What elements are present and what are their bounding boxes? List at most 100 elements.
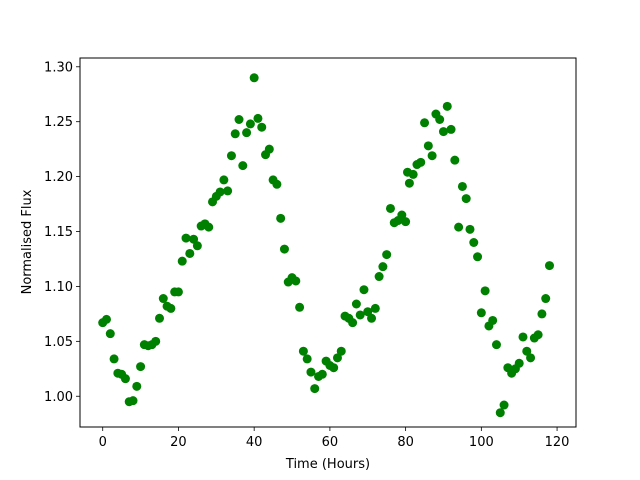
data-point [204, 222, 214, 232]
y-tick-label: 1.30 [44, 60, 73, 75]
data-point [242, 128, 252, 138]
data-point [128, 396, 138, 406]
y-tick-label: 1.15 [44, 225, 73, 240]
data-point [541, 294, 551, 304]
data-point [427, 151, 437, 161]
data-point [491, 340, 501, 350]
data-point [155, 313, 165, 323]
x-axis-label: Time (Hours) [285, 457, 370, 472]
data-point [136, 362, 146, 372]
data-point [397, 210, 407, 220]
data-point [332, 353, 342, 363]
data-point [457, 181, 467, 191]
data-point [234, 115, 244, 124]
data-point [215, 187, 225, 197]
data-point [102, 314, 112, 324]
data-point [302, 354, 312, 364]
data-point [476, 308, 486, 318]
data-point [173, 287, 183, 297]
data-point [378, 262, 388, 272]
y-tick-label: 1.05 [44, 335, 73, 350]
data-point [461, 194, 471, 204]
data-point [442, 101, 452, 111]
x-tick-label: 40 [246, 435, 263, 450]
data-point [359, 285, 369, 295]
y-tick-label: 1.25 [44, 115, 73, 130]
data-point [374, 272, 384, 282]
data-point [469, 238, 479, 247]
data-point [537, 309, 547, 319]
data-point [181, 233, 191, 243]
data-point [480, 286, 490, 296]
data-point [230, 129, 240, 139]
data-point [438, 127, 448, 137]
data-point [158, 294, 168, 304]
data-point [446, 124, 456, 134]
data-point [276, 213, 286, 223]
data-point [272, 179, 282, 189]
data-points [98, 73, 554, 418]
x-tick-label: 100 [469, 435, 494, 450]
data-point [306, 367, 316, 377]
x-axis-ticks: 0 20 40 60 80 100 120 [99, 427, 570, 450]
y-tick-label: 1.10 [44, 280, 73, 295]
data-point [518, 332, 528, 342]
x-tick-label: 0 [99, 435, 107, 450]
data-point [264, 144, 274, 154]
data-point [310, 384, 320, 394]
data-point [367, 313, 377, 323]
data-point [522, 346, 532, 356]
data-point [382, 250, 392, 260]
data-point [249, 73, 259, 83]
data-point [317, 369, 327, 379]
x-tick-label: 80 [397, 435, 414, 450]
plot-area [79, 57, 577, 428]
x-tick-label: 20 [170, 435, 187, 450]
x-tick-label: 60 [322, 435, 339, 450]
data-point [245, 119, 255, 129]
data-point [514, 358, 524, 368]
data-point [450, 155, 460, 165]
data-point [166, 303, 176, 313]
data-point [132, 381, 142, 391]
data-point [291, 276, 301, 286]
data-point [465, 224, 475, 234]
data-point [298, 346, 308, 356]
data-point [370, 303, 380, 313]
data-point [526, 353, 536, 363]
data-point [499, 400, 509, 410]
data-point [105, 329, 115, 339]
x-tick-label: 120 [545, 435, 570, 450]
y-tick-label: 1.00 [44, 390, 73, 405]
data-point [185, 248, 195, 258]
data-point [253, 113, 263, 123]
data-point [329, 363, 339, 373]
data-point [336, 346, 346, 356]
data-point [223, 186, 233, 196]
data-point [189, 234, 199, 244]
data-point [226, 151, 236, 161]
data-point [473, 252, 483, 262]
data-point [420, 118, 430, 128]
data-point [404, 178, 414, 188]
data-point [109, 354, 119, 364]
data-point [533, 330, 543, 340]
data-point [488, 315, 498, 325]
data-point [416, 157, 426, 167]
data-point [454, 222, 464, 232]
data-point [355, 310, 365, 320]
data-point [385, 203, 395, 213]
data-point [401, 217, 411, 227]
y-tick-label: 1.20 [44, 170, 73, 185]
data-point [257, 122, 267, 132]
data-point [177, 256, 187, 266]
data-point [363, 307, 373, 317]
data-point [219, 175, 229, 185]
data-point [348, 318, 358, 328]
data-point [435, 115, 445, 124]
data-point [544, 261, 554, 271]
data-point [295, 302, 305, 312]
data-point [408, 169, 418, 179]
data-point [120, 374, 130, 384]
